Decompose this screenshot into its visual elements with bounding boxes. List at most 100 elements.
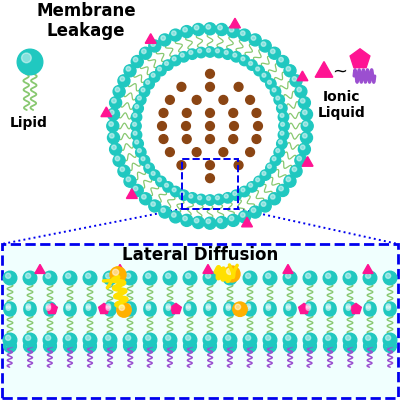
Circle shape — [249, 183, 252, 187]
Circle shape — [261, 202, 266, 206]
Circle shape — [204, 340, 216, 352]
Circle shape — [227, 214, 239, 226]
Circle shape — [286, 273, 291, 278]
Circle shape — [170, 186, 181, 197]
Circle shape — [300, 98, 305, 103]
Circle shape — [141, 157, 145, 161]
Circle shape — [166, 148, 174, 156]
Circle shape — [229, 108, 238, 117]
Circle shape — [189, 194, 193, 198]
Circle shape — [224, 194, 228, 198]
Circle shape — [63, 333, 77, 347]
Circle shape — [204, 302, 216, 314]
Circle shape — [151, 202, 155, 206]
Circle shape — [196, 194, 206, 205]
Circle shape — [126, 66, 131, 71]
Circle shape — [133, 131, 137, 135]
Circle shape — [123, 271, 137, 285]
Circle shape — [284, 340, 296, 352]
Circle shape — [133, 57, 138, 62]
Circle shape — [366, 342, 371, 346]
Circle shape — [239, 186, 250, 197]
Circle shape — [183, 28, 187, 32]
Circle shape — [186, 304, 190, 308]
Circle shape — [272, 157, 276, 161]
Circle shape — [386, 335, 391, 340]
Circle shape — [180, 192, 184, 196]
Circle shape — [131, 121, 141, 131]
Circle shape — [159, 135, 168, 144]
Circle shape — [133, 186, 138, 191]
Circle shape — [144, 302, 156, 314]
Circle shape — [261, 42, 266, 46]
Circle shape — [286, 335, 291, 340]
Circle shape — [386, 273, 391, 278]
Circle shape — [364, 340, 376, 352]
Circle shape — [286, 304, 290, 308]
Circle shape — [84, 302, 96, 314]
Circle shape — [229, 28, 234, 32]
Circle shape — [166, 304, 170, 308]
Circle shape — [226, 304, 230, 308]
Circle shape — [144, 340, 156, 352]
Circle shape — [159, 206, 171, 218]
Circle shape — [106, 273, 111, 278]
Circle shape — [117, 303, 131, 317]
Circle shape — [3, 333, 17, 347]
Circle shape — [366, 273, 371, 278]
Circle shape — [366, 304, 370, 308]
Circle shape — [205, 195, 215, 205]
Circle shape — [278, 112, 289, 122]
Circle shape — [110, 110, 114, 115]
Circle shape — [198, 49, 202, 53]
Circle shape — [66, 306, 70, 310]
Circle shape — [246, 342, 251, 346]
Circle shape — [364, 304, 376, 316]
Circle shape — [22, 53, 31, 63]
Circle shape — [244, 340, 256, 352]
Circle shape — [104, 340, 116, 352]
Circle shape — [177, 82, 186, 91]
Text: Lateral Diffusion: Lateral Diffusion — [122, 246, 278, 264]
Circle shape — [159, 108, 168, 117]
Circle shape — [384, 340, 396, 352]
Circle shape — [263, 333, 277, 347]
Circle shape — [270, 155, 281, 166]
Circle shape — [46, 304, 50, 308]
Circle shape — [184, 340, 196, 352]
Circle shape — [151, 42, 155, 46]
Circle shape — [204, 23, 216, 35]
Circle shape — [206, 335, 211, 340]
Circle shape — [43, 333, 57, 347]
Circle shape — [26, 306, 30, 310]
Circle shape — [241, 57, 245, 61]
Circle shape — [226, 306, 230, 310]
Circle shape — [178, 52, 189, 62]
Circle shape — [326, 306, 330, 310]
Circle shape — [324, 302, 336, 314]
Circle shape — [44, 304, 56, 316]
Circle shape — [233, 53, 237, 57]
Circle shape — [274, 147, 284, 158]
Circle shape — [263, 271, 277, 285]
Circle shape — [170, 29, 182, 41]
Circle shape — [326, 304, 330, 308]
Circle shape — [386, 342, 391, 346]
Polygon shape — [230, 18, 240, 28]
Circle shape — [306, 304, 310, 308]
Circle shape — [300, 108, 312, 120]
Circle shape — [251, 208, 256, 212]
Circle shape — [246, 148, 254, 156]
Circle shape — [223, 333, 237, 347]
Circle shape — [142, 194, 146, 199]
Circle shape — [270, 194, 275, 199]
Circle shape — [198, 196, 202, 200]
Circle shape — [163, 182, 173, 192]
Circle shape — [240, 31, 245, 36]
Circle shape — [6, 335, 11, 340]
Polygon shape — [47, 303, 57, 314]
Polygon shape — [145, 34, 156, 43]
Circle shape — [183, 216, 187, 221]
Circle shape — [180, 53, 184, 57]
Circle shape — [205, 47, 215, 57]
